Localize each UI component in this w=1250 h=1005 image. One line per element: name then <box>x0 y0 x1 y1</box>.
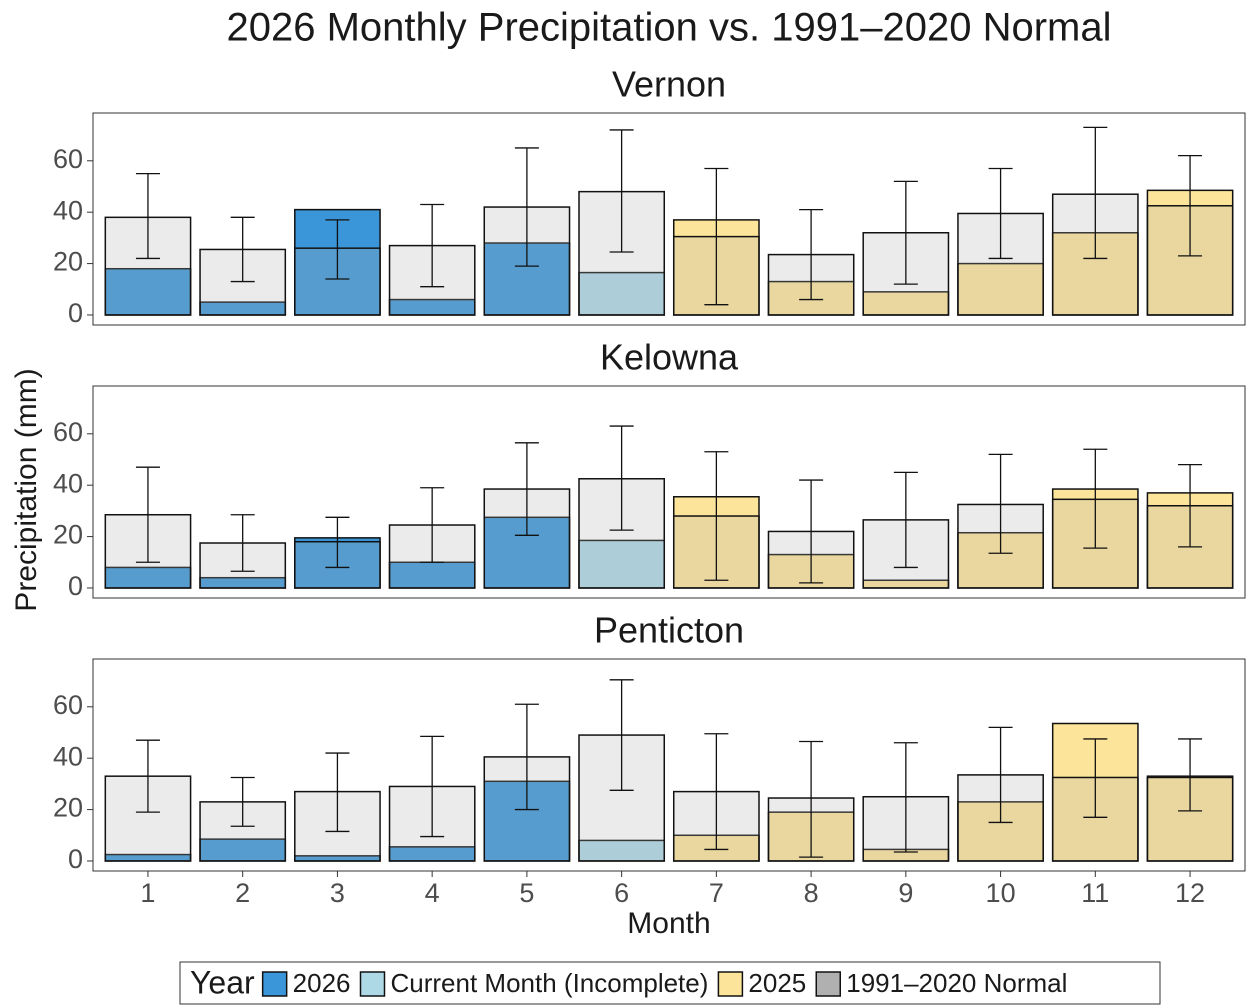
x-tick-label: 6 <box>614 878 629 908</box>
error-bar <box>1178 738 1203 812</box>
error-bar <box>1178 155 1203 257</box>
x-tick-label: 1 <box>140 878 155 908</box>
x-tick-label: 10 <box>986 878 1016 908</box>
error-bar <box>135 172 160 260</box>
error-bar <box>799 479 824 584</box>
error-bar <box>1083 738 1108 818</box>
x-tick-label: 3 <box>330 878 345 908</box>
legend-swatch <box>815 971 841 997</box>
legend-title: Year <box>190 964 255 1000</box>
panel-title: Penticton <box>594 610 744 651</box>
x-tick-label: 4 <box>425 878 440 908</box>
error-bar <box>1178 463 1203 548</box>
y-tick-label: 0 <box>68 571 83 601</box>
y-axis-label: Precipitation (mm) <box>10 368 43 611</box>
error-bar <box>799 208 824 301</box>
y-tick-label: 0 <box>68 844 83 874</box>
error-bar <box>988 453 1013 554</box>
panel-title: Kelowna <box>600 337 739 378</box>
error-bar <box>988 167 1013 260</box>
error-bar <box>230 216 255 283</box>
chart-title: 2026 Monthly Precipitation vs. 1991–2020… <box>227 6 1112 50</box>
legend-swatch <box>261 971 288 997</box>
y-tick-label: 20 <box>53 247 83 277</box>
x-tick-label: 2 <box>235 878 250 908</box>
y-tick-label: 40 <box>53 195 83 225</box>
legend-label: 1991–2020 Normal <box>846 968 1067 998</box>
y-tick-label: 20 <box>53 520 83 550</box>
legend-label: Current Month (Incomplete) <box>391 968 709 998</box>
panel-title: Vernon <box>612 64 726 105</box>
x-tick-label: 5 <box>519 878 534 908</box>
error-bar <box>514 442 539 536</box>
error-bar <box>325 219 350 280</box>
error-bar <box>135 466 160 563</box>
legend-frame <box>179 961 1161 1005</box>
error-bar <box>609 425 634 531</box>
error-bar <box>230 514 255 572</box>
error-bar <box>514 147 539 267</box>
y-tick-label: 60 <box>53 690 83 720</box>
legend-label: 2026 <box>293 968 351 998</box>
error-bar <box>1083 448 1108 549</box>
bar <box>578 539 666 589</box>
error-bar <box>514 703 539 811</box>
y-tick-label: 40 <box>53 741 83 771</box>
x-axis-label: Month <box>627 907 710 940</box>
x-tick-label: 9 <box>898 878 913 908</box>
legend-label: 2025 <box>748 968 806 998</box>
legend: Year 2026 Current Month (Incomplete) 2025 19… <box>179 961 1161 1005</box>
error-bar <box>799 740 824 858</box>
error-bar <box>988 726 1013 824</box>
error-bar <box>704 167 729 306</box>
y-tick-label: 40 <box>53 468 83 498</box>
error-bar <box>420 203 445 288</box>
legend-swatch <box>717 971 744 997</box>
error-bar <box>704 733 729 851</box>
y-tick-label: 60 <box>53 144 83 174</box>
error-bar <box>609 129 634 253</box>
legend-swatch <box>359 971 386 997</box>
error-bar <box>420 487 445 563</box>
y-tick-label: 60 <box>53 417 83 447</box>
error-bar <box>325 516 350 569</box>
x-tick-label: 12 <box>1175 878 1205 908</box>
x-tick-label: 11 <box>1081 878 1109 908</box>
y-tick-label: 0 <box>68 298 83 328</box>
error-bar <box>420 735 445 838</box>
error-bar <box>893 742 918 853</box>
error-bar <box>325 752 350 833</box>
y-tick-label: 20 <box>53 793 83 823</box>
error-bar <box>609 679 634 791</box>
error-bar <box>893 471 918 569</box>
error-bar <box>230 776 255 827</box>
x-tick-label: 7 <box>709 878 724 908</box>
error-bar <box>704 451 729 581</box>
error-bar <box>135 739 160 813</box>
x-tick-label: 8 <box>804 878 819 908</box>
error-bar <box>1083 126 1108 260</box>
error-bar <box>893 180 918 285</box>
